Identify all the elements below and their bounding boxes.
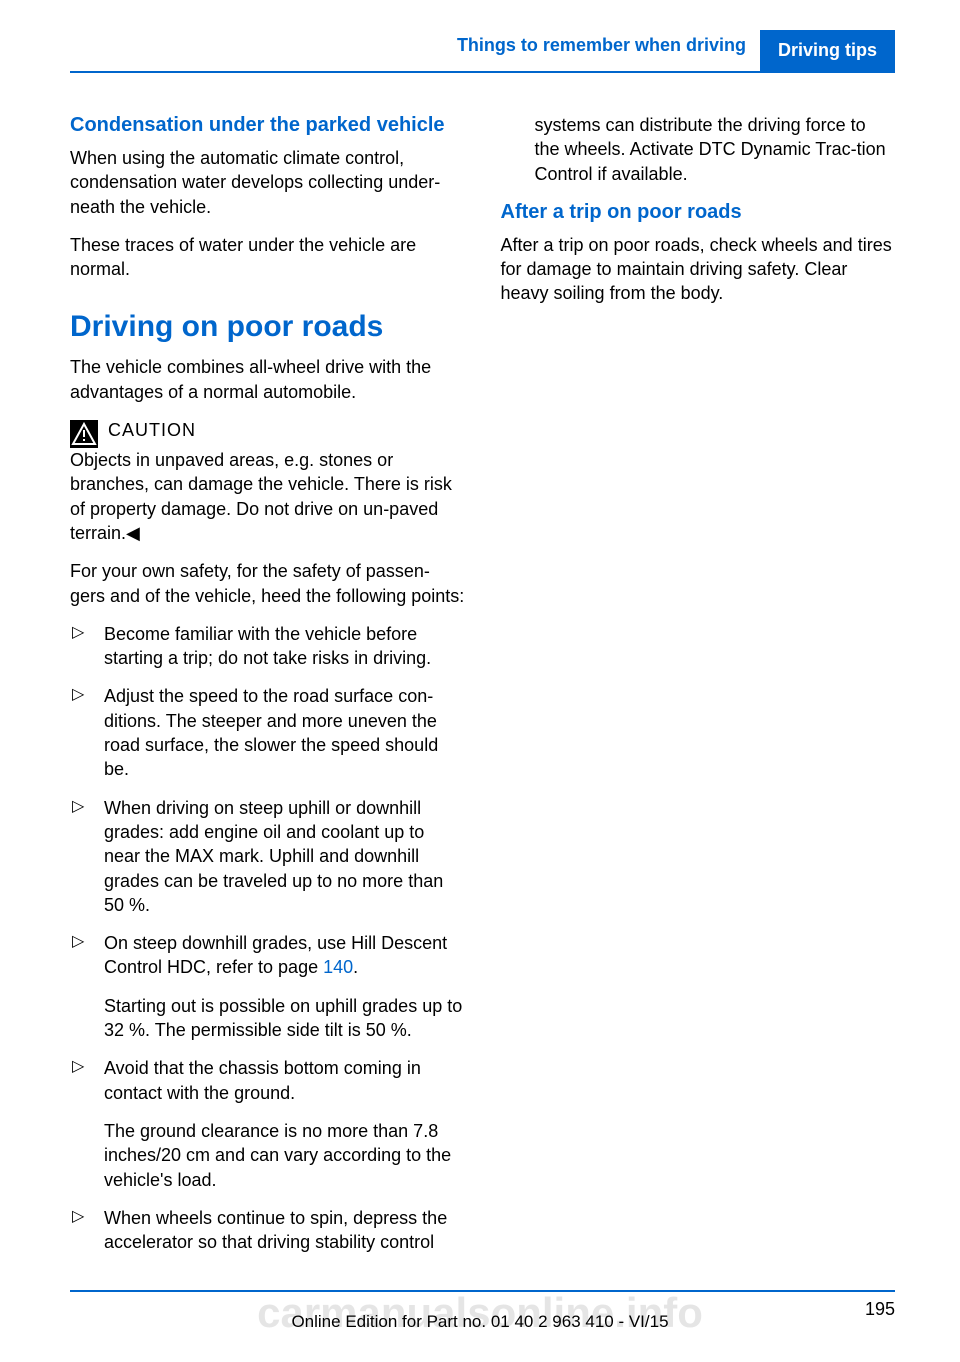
page-header: Things to remember when driving Driving … <box>70 30 895 73</box>
heading-poor-roads: Driving on poor roads <box>70 309 465 345</box>
heading-condensation: Condensation under the parked vehicle <box>70 113 465 138</box>
caution-icon <box>70 420 98 448</box>
list-item: ▷ On steep downhill grades, use Hill Des… <box>70 931 465 1042</box>
footer-rule <box>70 1290 895 1292</box>
page-container: Things to remember when driving Driving … <box>0 0 960 1362</box>
para-after-trip: After a trip on poor roads, check wheels… <box>501 233 896 306</box>
heading-after-trip: After a trip on poor roads <box>501 200 896 225</box>
list-item-text: Avoid that the chassis bottom coming in … <box>104 1058 421 1102</box>
list-item: ▷ Avoid that the chassis bottom coming i… <box>70 1056 465 1191</box>
list-item-text: Adjust the speed to the road surface con… <box>104 686 438 779</box>
header-section: Driving tips <box>760 30 895 71</box>
footer-online-edition: Online Edition for Part no. 01 40 2 963 … <box>0 1312 960 1332</box>
header-chapter: Things to remember when driving <box>457 35 760 66</box>
list-item: ▷ When wheels continue to spin, depress … <box>70 1206 465 1255</box>
list-item-text: When wheels continue to spin, depress th… <box>104 1208 447 1252</box>
caution-block: CAUTION Objects in unpaved areas, e.g. s… <box>70 418 465 545</box>
para-cond-1: When using the automatic climate control… <box>70 146 465 219</box>
bullet-icon: ▷ <box>72 684 84 706</box>
caution-label: CAUTION <box>108 420 196 440</box>
bullet-icon: ▷ <box>72 1206 84 1228</box>
left-column: Condensation under the parked vehicle Wh… <box>70 113 465 1268</box>
list-item: ▷ Adjust the speed to the road surface c… <box>70 684 465 781</box>
list-item-text: Become familiar with the vehicle before … <box>104 624 431 668</box>
list-item-text: On steep downhill grades, use Hill Desce… <box>104 933 447 977</box>
bullet-icon: ▷ <box>72 1056 84 1078</box>
bullet-icon: ▷ <box>72 622 84 644</box>
page-link-140[interactable]: 140 <box>323 957 353 977</box>
poor-roads-list: ▷ Become familiar with the vehicle befor… <box>70 622 465 1255</box>
para-poor-2: For your own safety, for the safety of p… <box>70 559 465 608</box>
right-column: systems can distribute the driving force… <box>501 113 896 1268</box>
list-item-subtext: Starting out is possible on uphill grade… <box>104 994 465 1043</box>
para-cond-2: These traces of water under the vehicle … <box>70 233 465 282</box>
para-continuation: systems can distribute the driving force… <box>501 113 896 186</box>
list-item-subtext: The ground clearance is no more than 7.8… <box>104 1119 465 1192</box>
list-item-text-a: On steep downhill grades, use Hill Desce… <box>104 933 447 977</box>
para-poor-1: The vehicle combines all-wheel drive wit… <box>70 355 465 404</box>
list-item-text: When driving on steep uphill or downhill… <box>104 798 443 915</box>
content-columns: Condensation under the parked vehicle Wh… <box>70 113 895 1268</box>
caution-body: Objects in unpaved areas, e.g. stones or… <box>70 450 452 543</box>
bullet-icon: ▷ <box>72 931 84 953</box>
list-item: ▷ When driving on steep uphill or downhi… <box>70 796 465 917</box>
bullet-icon: ▷ <box>72 796 84 818</box>
list-item-text-b: . <box>353 957 358 977</box>
list-item: ▷ Become familiar with the vehicle befor… <box>70 622 465 671</box>
